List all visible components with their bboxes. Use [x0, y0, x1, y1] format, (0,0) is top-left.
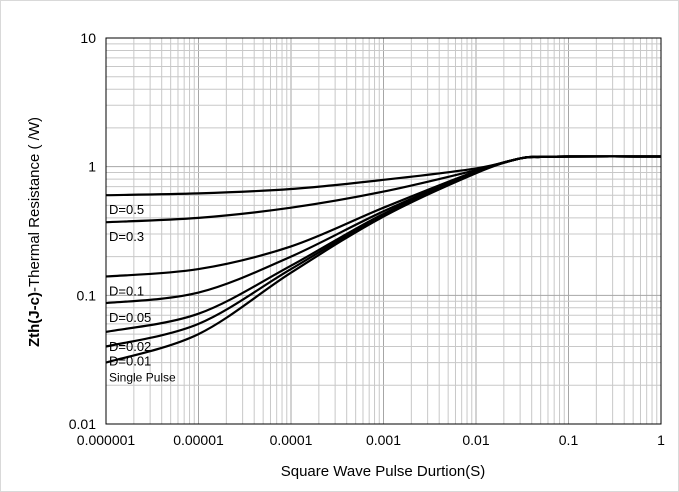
x-tick-label: 1: [657, 432, 665, 448]
x-axis-title: Square Wave Pulse Durtion(S): [281, 463, 486, 480]
series-label: D=0.05: [109, 310, 151, 325]
series-label: D=0.01: [109, 354, 151, 369]
y-axis-title-rest: -Thermal Resistance ( /W): [26, 117, 43, 292]
y-axis-title-bold: Zth(J-c): [26, 292, 43, 347]
y-tick-label: 1: [88, 159, 96, 175]
series-label: D=0.02: [109, 339, 151, 354]
y-tick-label: 10: [80, 30, 96, 46]
series-label: D=0.5: [109, 202, 144, 217]
series-label: Single Pulse: [109, 371, 176, 385]
axes: 0.000001 0.00001 0.0001 0.001 0.01 0.1 1 0.01 0.…: [69, 30, 665, 448]
y-axis-title: Zth(J-c)-Thermal Resistance ( /W): [26, 117, 43, 347]
series-line: [105, 155, 662, 364]
x-tick-label: 0.1: [559, 432, 579, 448]
x-tick-label: 0.000001: [77, 432, 136, 448]
series-labels: D=0.5 D=0.3 D=0.1 D=0.05 D=0.02D=0.01 Single …: [109, 202, 176, 384]
curves: [105, 155, 662, 364]
series-label: D=0.1: [109, 284, 144, 299]
x-tick-label: 0.001: [366, 432, 401, 448]
grid: [105, 38, 661, 425]
x-tick-label: 0.01: [462, 432, 489, 448]
y-tick-label: 0.01: [69, 416, 96, 432]
series-label: D=0.3: [109, 229, 144, 244]
y-tick-label: 0.1: [77, 287, 97, 303]
x-tick-label: 0.00001: [173, 432, 224, 448]
x-tick-label: 0.0001: [270, 432, 313, 448]
plot-area-border: [105, 37, 662, 425]
